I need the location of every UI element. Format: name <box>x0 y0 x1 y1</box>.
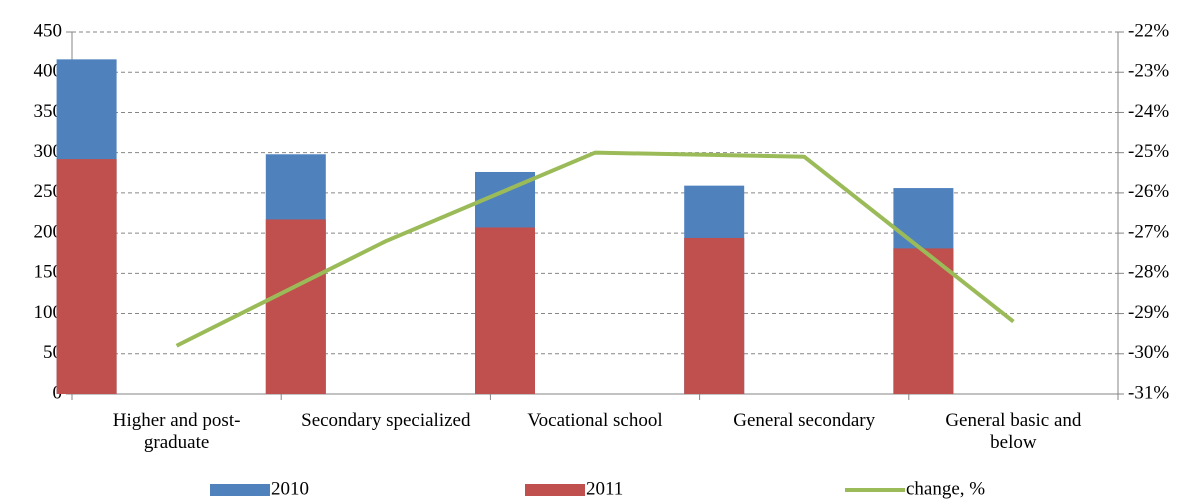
y-tick-label: 300 <box>34 141 63 162</box>
bar <box>893 248 954 394</box>
bar <box>265 219 326 394</box>
bar <box>475 227 535 394</box>
legend-label: 2011 <box>586 478 623 499</box>
bar <box>56 159 117 394</box>
y2-tick-label: -22% <box>1128 20 1169 41</box>
y-tick-label: 200 <box>34 221 63 242</box>
legend-swatch <box>210 484 270 496</box>
y2-tick-label: -30% <box>1128 342 1169 363</box>
legend-swatch <box>525 484 585 496</box>
y2-tick-label: -23% <box>1128 61 1169 82</box>
y2-tick-label: -28% <box>1128 262 1169 283</box>
bar <box>684 237 745 394</box>
y-tick-label: 250 <box>34 181 63 202</box>
y-tick-label: 400 <box>34 61 63 82</box>
x-tick-label: General secondary <box>733 410 876 431</box>
y2-tick-label: -31% <box>1128 382 1169 403</box>
legend-label: change, % <box>906 478 985 499</box>
y-tick-label: 450 <box>34 20 63 41</box>
y2-tick-label: -29% <box>1128 302 1169 323</box>
y-tick-label: 350 <box>34 101 63 122</box>
legend-label: 2010 <box>271 478 309 499</box>
y2-tick-label: -26% <box>1128 181 1169 202</box>
x-tick-label: Secondary specialized <box>301 410 471 431</box>
x-tick-label: Higher and post-graduate <box>112 410 241 453</box>
y2-tick-label: -25% <box>1128 141 1169 162</box>
line-series <box>175 150 1015 348</box>
x-tick-label: Vocational school <box>527 410 663 431</box>
x-tick-label: General basic and below <box>945 410 1082 453</box>
y-tick-label: 150 <box>34 262 63 283</box>
y2-tick-label: -27% <box>1128 221 1169 242</box>
y2-tick-label: -24% <box>1128 101 1169 122</box>
y-tick-label: 100 <box>34 302 63 323</box>
